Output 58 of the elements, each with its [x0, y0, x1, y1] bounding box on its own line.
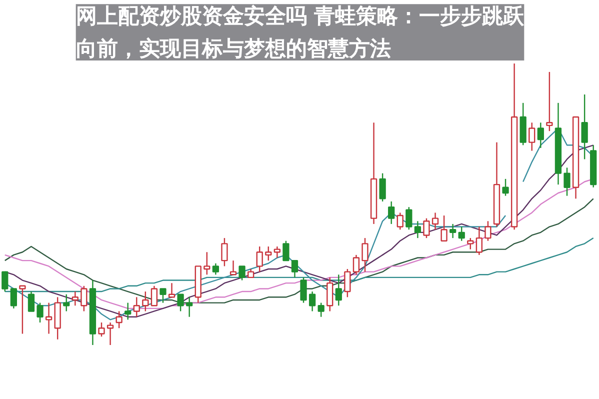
candlestick	[274, 246, 280, 258]
candlestick	[36, 302, 44, 324]
candlestick	[450, 223, 456, 239]
candlestick	[362, 237, 368, 272]
candlestick	[432, 212, 439, 230]
candlestick	[238, 266, 246, 281]
candlestick	[406, 206, 412, 230]
candlestick	[326, 276, 334, 312]
candlestick	[160, 288, 166, 304]
candlestick	[282, 240, 290, 262]
candlestick	[19, 285, 26, 334]
candlestick	[63, 294, 70, 312]
candlestick	[537, 122, 544, 149]
candlestick	[72, 290, 78, 306]
candlestick	[581, 94, 588, 160]
candlestick	[414, 220, 422, 239]
candlestick	[256, 246, 263, 272]
candlestick	[168, 282, 176, 298]
candlestick	[80, 285, 88, 312]
candlestick	[344, 268, 351, 298]
candlestick	[204, 252, 210, 276]
candlestick	[564, 167, 570, 196]
candlestick	[318, 302, 324, 318]
candlestick	[379, 172, 386, 202]
candlestick	[133, 296, 140, 318]
candlestick	[335, 274, 342, 306]
candlestick	[150, 285, 158, 306]
candlestick	[528, 122, 536, 152]
candlestick	[45, 302, 52, 334]
candlestick	[106, 322, 114, 346]
candlestick	[484, 220, 492, 242]
candlestick	[10, 288, 17, 310]
candlestick	[291, 260, 298, 278]
candlestick	[502, 178, 509, 196]
candlestick	[458, 226, 465, 242]
candlestick	[308, 290, 316, 312]
candlestick	[221, 237, 228, 267]
candlestick	[28, 290, 35, 312]
candlestick	[186, 296, 193, 318]
candlestick	[467, 237, 474, 250]
chart-title: 网上配资炒股资金安全吗 青蛙策略：一步步跳跃向前，实现目标与梦想的智慧方法	[76, 4, 526, 60]
candlestick	[116, 310, 122, 329]
candlestick	[546, 71, 553, 132]
candlestick	[124, 302, 132, 320]
candlestick	[230, 260, 237, 276]
candlestick	[476, 226, 482, 256]
candlestick	[396, 212, 404, 230]
candlestick	[440, 214, 448, 242]
candlestick	[177, 294, 184, 312]
candlestick	[388, 200, 395, 225]
candlestick	[265, 246, 272, 262]
candlestick	[423, 218, 430, 239]
candlestick	[2, 271, 8, 292]
candlestick	[212, 262, 220, 276]
candlestick	[142, 290, 149, 312]
candlestick	[352, 254, 360, 276]
candlestick	[98, 322, 105, 338]
candlestick	[300, 276, 307, 304]
